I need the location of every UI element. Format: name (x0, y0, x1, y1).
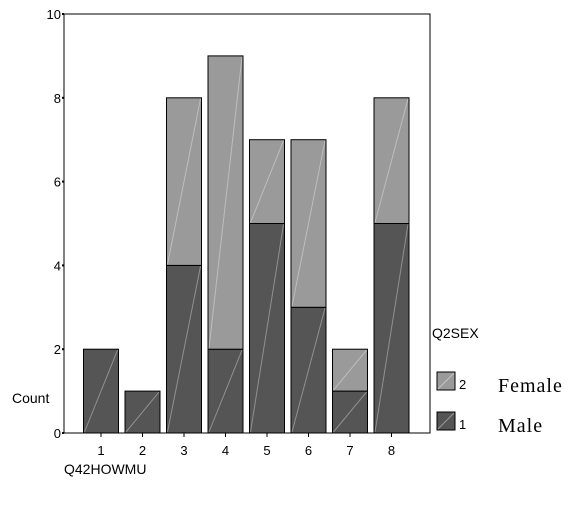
y-tick-mark-8 (62, 96, 64, 99)
bar-shade-female-6 (291, 140, 326, 307)
x-tick-label-8: 8 (388, 443, 395, 458)
legend-swatch-shade-female (437, 372, 455, 390)
x-axis-title: Q42HOWMU (64, 461, 146, 477)
bar-segment-female-5 (249, 139, 285, 224)
bar-shade-male-2 (125, 391, 160, 433)
legend-swatch-female (436, 371, 456, 391)
bar-segment-male-5 (249, 223, 285, 434)
bar-shade-male-6 (291, 308, 326, 433)
bar-shade-male-1 (84, 350, 118, 433)
x-tick-label-2: 2 (139, 443, 146, 458)
bar-shade-male-7 (333, 391, 367, 433)
legend-code-male: 1 (459, 417, 466, 432)
bar-segment-male-8 (373, 223, 410, 434)
legend-swatch-shade-male (437, 412, 455, 430)
bar-segment-male-7 (332, 390, 368, 434)
y-tick-mark-0 (62, 432, 64, 434)
y-tick-mark-4 (62, 264, 64, 267)
bar-segment-female-6 (290, 139, 327, 308)
bar-segment-male-3 (166, 264, 202, 434)
bar-shade-male-8 (374, 224, 409, 433)
bar-segment-female-8 (373, 97, 410, 224)
legend-code-female: 2 (459, 377, 466, 392)
bar-shade-male-3 (167, 266, 201, 433)
plot-frame (63, 13, 431, 434)
y-tick-mark-2 (62, 348, 64, 351)
y-tick-label-2: 2 (54, 342, 61, 357)
x-tick-label-3: 3 (180, 443, 187, 458)
legend-label-male: Male (498, 415, 543, 437)
bar-shade-female-4 (208, 56, 243, 349)
y-tick-mark-10 (62, 13, 64, 15)
y-tick-label-0: 0 (54, 426, 61, 441)
x-tick-label-1: 1 (97, 443, 104, 458)
bar-shade-female-7 (333, 349, 367, 391)
y-tick-label-6: 6 (54, 175, 61, 190)
bar-shade-female-3 (167, 98, 201, 265)
bar-segment-female-7 (332, 348, 368, 392)
bar-shade-female-8 (374, 98, 409, 223)
bar-segment-female-4 (207, 55, 244, 350)
y-tick-mark-6 (62, 180, 64, 183)
bar-shade-female-5 (250, 140, 284, 223)
y-tick-label-10: 10 (47, 7, 61, 22)
x-tick-label-6: 6 (305, 443, 312, 458)
legend-swatch-male (436, 411, 456, 431)
x-tick-label-7: 7 (346, 443, 353, 458)
bar-segment-female-3 (166, 97, 202, 266)
bar-shade-male-4 (208, 350, 243, 433)
y-tick-label-4: 4 (54, 258, 61, 273)
bar-shade-male-5 (250, 224, 284, 433)
x-tick-label-4: 4 (222, 443, 229, 458)
bar-segment-male-6 (290, 306, 327, 434)
bar-segment-male-2 (124, 390, 161, 434)
legend-label-female: Female (498, 375, 563, 397)
x-tick-label-5: 5 (263, 443, 270, 458)
y-tick-label-8: 8 (54, 91, 61, 106)
legend-title: Q2SEX (432, 325, 479, 341)
y-axis-title: Count (12, 390, 49, 406)
bar-segment-male-4 (207, 348, 244, 434)
